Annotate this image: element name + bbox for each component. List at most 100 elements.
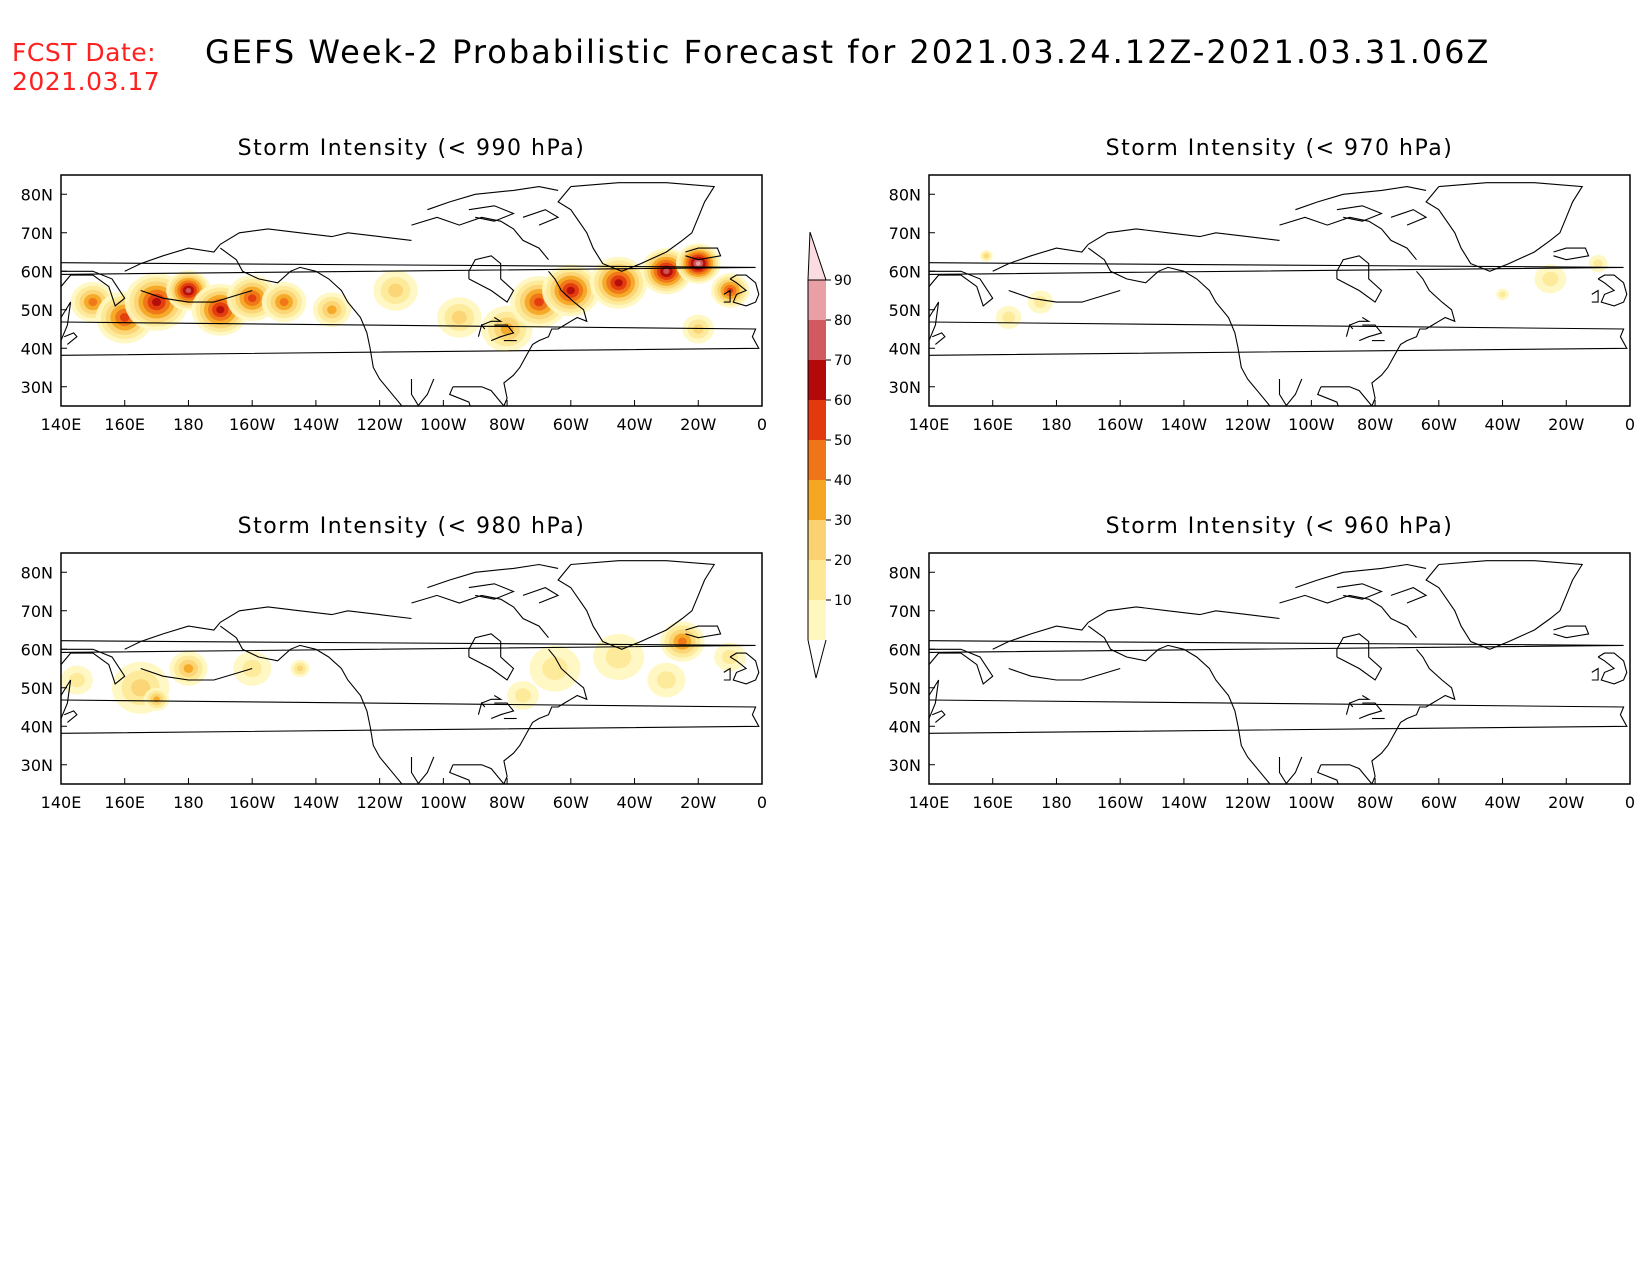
coastline <box>685 625 722 639</box>
coastline <box>63 332 78 345</box>
probability-contour <box>119 313 130 322</box>
coastline <box>1358 324 1383 342</box>
probability-contour <box>183 664 194 673</box>
map-frame <box>928 174 1631 407</box>
lon-tick-label: 80W <box>489 793 525 812</box>
coastline <box>1087 247 1303 406</box>
probability-contour <box>388 283 404 298</box>
coastline <box>220 228 412 245</box>
lon-tick-label: 120W <box>356 793 403 812</box>
probability-contour <box>663 268 670 275</box>
coastline <box>490 324 515 342</box>
probability-contour <box>605 645 632 669</box>
probability-contour <box>327 305 337 315</box>
coastline <box>929 262 1624 275</box>
lon-tick-label: 100W <box>1288 415 1335 434</box>
coastline <box>1088 228 1280 245</box>
coastline <box>410 757 471 784</box>
probability-contour <box>542 656 568 681</box>
colorbar-segment <box>808 600 826 640</box>
map-frame <box>60 552 763 785</box>
colorbar-label: 40 <box>834 473 852 489</box>
coastline <box>61 640 756 654</box>
lon-tick-label: 80W <box>1357 415 1393 434</box>
coastline <box>427 563 559 589</box>
colorbar: 10 20 30 40 50 60 70 80 90 <box>807 231 852 679</box>
lat-tick-label: 70N <box>889 224 921 243</box>
coastline <box>1591 667 1599 681</box>
lon-tick-label: 40W <box>616 793 652 812</box>
coastline <box>1390 586 1428 604</box>
lon-tick-label: 160E <box>104 415 145 434</box>
coastline <box>1349 695 1371 704</box>
coastline <box>929 699 1628 734</box>
lat-tick-label: 80N <box>21 185 53 204</box>
panel-title: Storm Intensity (< 960 hPa) <box>1106 514 1454 539</box>
lat-tick-label: 60N <box>21 262 53 281</box>
coastline <box>468 633 515 681</box>
coastline <box>468 205 515 222</box>
lat-tick-label: 40N <box>21 339 53 358</box>
lon-tick-label: 120W <box>1224 415 1271 434</box>
coastline <box>723 667 731 681</box>
lat-tick-label: 70N <box>21 224 53 243</box>
coastline <box>1278 379 1339 406</box>
coastline <box>1597 274 1628 307</box>
coastlines <box>61 182 760 406</box>
coastline <box>140 289 253 303</box>
lat-tick-label: 40N <box>21 717 53 736</box>
lon-tick-label: 180 <box>1041 793 1072 812</box>
lon-tick-label: 0 <box>1625 415 1635 434</box>
lon-tick-label: 60W <box>1421 415 1457 434</box>
coastline <box>1553 247 1590 261</box>
panel-title: Storm Intensity (< 990 hPa) <box>238 136 586 161</box>
lon-tick-label: 40W <box>1484 415 1520 434</box>
colorbar-label: 60 <box>834 393 852 409</box>
probability-contour <box>656 671 676 689</box>
colorbar-segment <box>808 280 826 320</box>
coastline <box>219 625 435 784</box>
lon-tick-label: 160W <box>1097 415 1144 434</box>
coastlines <box>929 182 1628 406</box>
lon-tick-label: 20W <box>1548 415 1584 434</box>
probability-field <box>61 621 747 714</box>
lon-tick-label: 160W <box>1097 793 1144 812</box>
coastline <box>477 323 486 337</box>
coastline <box>63 710 78 723</box>
coastline <box>685 247 722 261</box>
probability-contour <box>534 297 544 307</box>
probability-contour <box>1593 259 1603 268</box>
coastlines <box>61 560 760 784</box>
coastline <box>219 247 435 406</box>
coastline <box>1336 633 1383 681</box>
lat-tick-label: 40N <box>889 339 921 358</box>
forecast-date: FCST Date: 2021.03.17 <box>12 38 160 96</box>
lon-tick-label: 20W <box>1548 793 1584 812</box>
lon-tick-label: 60W <box>553 793 589 812</box>
lat-tick-label: 50N <box>889 679 921 698</box>
lat-tick-label: 30N <box>889 378 921 397</box>
coastline <box>411 594 549 639</box>
colorbar-tail <box>807 639 827 679</box>
lon-tick-label: 120W <box>1224 793 1271 812</box>
coastline <box>992 243 1089 272</box>
probability-contour <box>692 324 704 334</box>
coastline <box>452 270 588 406</box>
page-title: GEFS Week-2 Probabilistic Forecast for 2… <box>205 33 1491 71</box>
lon-tick-label: 140W <box>1161 793 1208 812</box>
lat-tick-label: 40N <box>889 717 921 736</box>
probability-field <box>70 243 750 353</box>
lon-tick-label: 140W <box>293 415 340 434</box>
lon-tick-label: 40W <box>616 415 652 434</box>
probability-contour <box>614 279 623 287</box>
coastline <box>729 652 760 685</box>
lon-tick-label: 100W <box>420 415 467 434</box>
coastline <box>124 621 221 650</box>
colorbar-segment <box>808 400 826 440</box>
coastline <box>1320 648 1456 784</box>
lon-tick-label: 140E <box>909 415 950 434</box>
lat-tick-label: 80N <box>21 563 53 582</box>
coastline <box>411 216 549 261</box>
lon-tick-label: 0 <box>757 793 767 812</box>
lon-tick-label: 100W <box>420 793 467 812</box>
